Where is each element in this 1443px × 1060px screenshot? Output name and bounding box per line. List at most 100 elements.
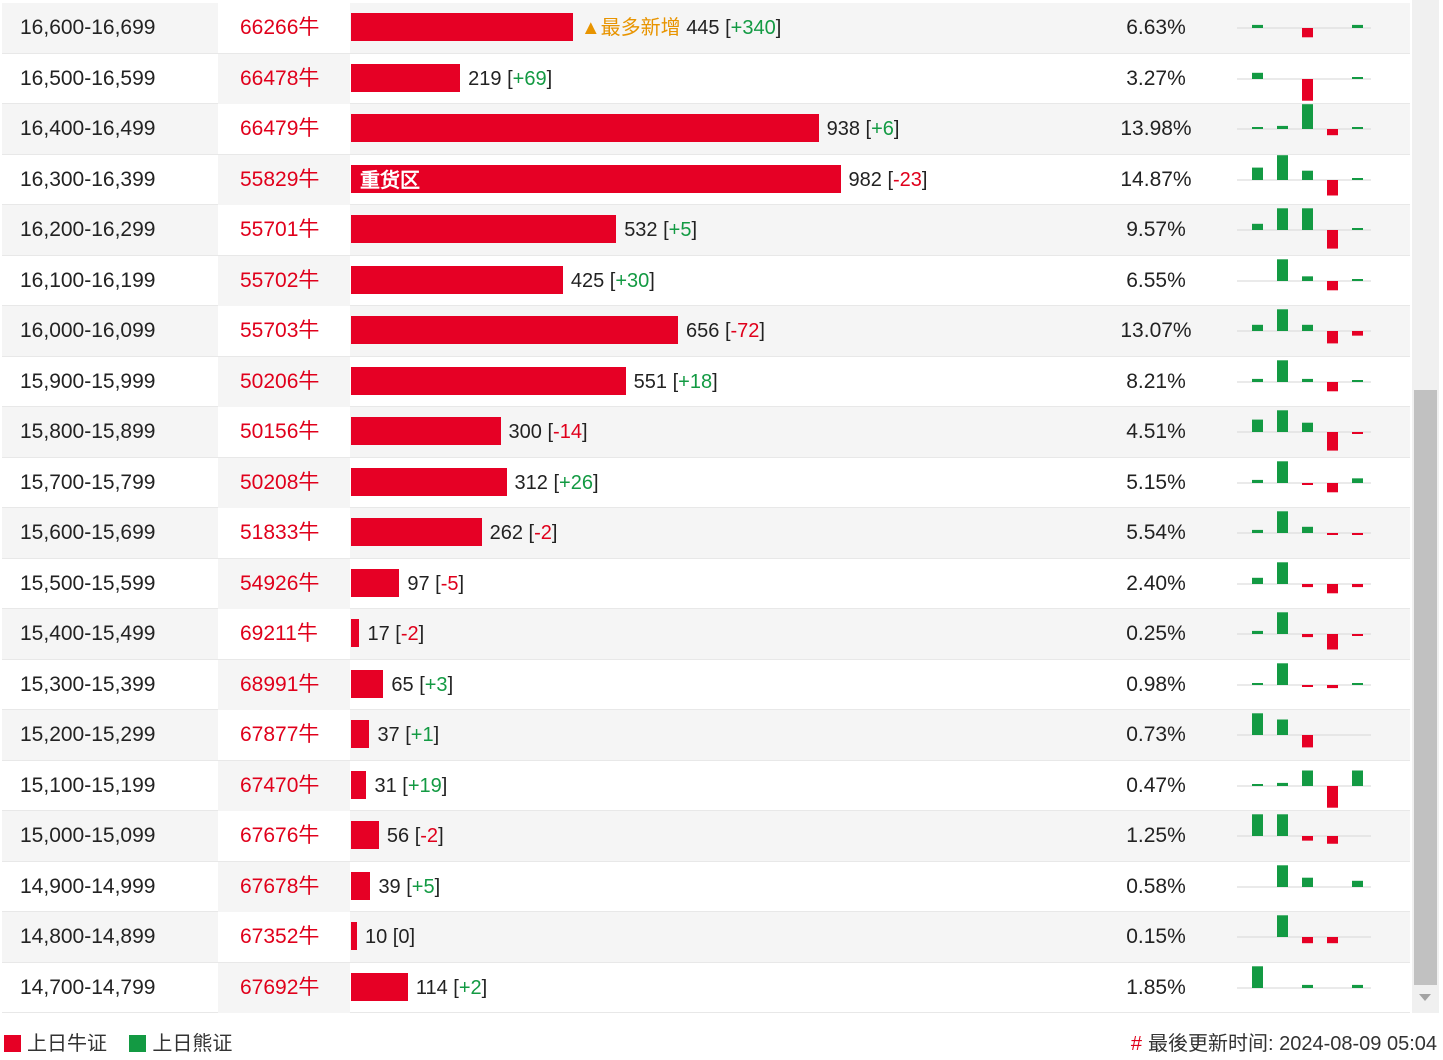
history-sparkline [1237,915,1371,944]
code-cell: 55701牛 [218,205,350,255]
cbbc-code-link[interactable]: 55701牛 [240,218,320,241]
legend-bull-label: 上日牛证 [27,1031,107,1055]
table-row: 15,700-15,799 50208牛 312 [+26] 5.15% [2,457,1410,508]
strike-range: 15,700-15,799 [20,470,156,494]
quantity-change: +3 [424,673,448,696]
sparkline-bar [1352,127,1363,129]
cbbc-code-link[interactable]: 50208牛 [240,470,320,494]
cbbc-code-link[interactable]: 69211牛 [240,622,318,645]
strike-range: 14,800-14,899 [20,925,156,948]
quantity-number: 17 [ [367,623,401,645]
quantity-bar [351,518,482,546]
quantity-bracket: ] [418,623,425,645]
sparkline-bar [1352,770,1363,786]
sparkline-bar [1302,684,1313,687]
bear-swatch [129,1035,147,1052]
code-cell: 50156牛 [218,407,350,457]
quantity-change: -2 [400,623,419,645]
sparkline-bar [1252,814,1263,836]
cbbc-code-link[interactable]: 55703牛 [240,319,320,342]
quantity-bracket: ] [592,471,599,494]
quantity-bar [351,13,573,41]
quantity-value: 938 [+6] [827,104,900,154]
quantity-value: ▲最多新增 445 [+340] [581,3,781,53]
sparkline-bar [1302,324,1313,331]
most-added-tag: ▲最多新增 [580,17,687,39]
quantity-number: 445 [ [686,17,731,39]
sparkline-bar [1277,915,1288,937]
code-cell: 55702牛 [218,255,350,306]
quantity-value: 39 [+5] [378,862,440,912]
quantity-change: -2 [420,825,439,847]
code-cell: 67352牛 [218,912,350,962]
sparkline-bar [1277,125,1288,129]
cbbc-code-link[interactable]: 67678牛 [240,874,320,898]
sparkline-bar [1252,529,1263,533]
cbbc-code-link[interactable]: 50206牛 [240,369,320,393]
cbbc-code-link[interactable]: 67352牛 [240,925,320,948]
cbbc-code-link[interactable]: 54926牛 [240,571,320,595]
sparkline-bar [1302,836,1313,841]
percentage: 2.40% [1126,571,1186,595]
quantity-value: 97 [-5] [407,559,464,609]
quantity-value: 656 [-72] [686,306,765,356]
strike-range: 16,300-16,399 [20,167,156,191]
history-sparkline [1237,864,1371,887]
cbbc-code-link[interactable]: 55702牛 [240,268,320,292]
cbbc-code-link[interactable]: 66478牛 [240,66,320,90]
cbbc-code-link[interactable]: 66479牛 [240,117,320,140]
table-row: 15,400-15,499 69211牛 17 [-2] 0.25% [2,609,1410,660]
quantity-number: 532 [ [624,219,669,241]
sparkline-bar [1352,984,1363,988]
table-row: 14,700-14,799 67692牛 114 [+2] 1.85% [2,962,1410,1013]
last-updated: # 最後更新时间: 2024-08-09 05:04 [1131,1027,1437,1056]
sparkline-bar [1327,432,1338,451]
cbbc-code-link[interactable]: 67877牛 [240,723,320,746]
cbbc-code-link[interactable]: 67676牛 [240,824,320,847]
quantity-bracket: ] [551,522,558,544]
sparkline-bar [1252,223,1263,230]
history-sparkline [1237,154,1371,195]
cbbc-code-link[interactable]: 50156牛 [240,420,320,443]
code-cell: 66479牛 [218,104,350,154]
sparkline-bar [1352,379,1363,382]
cbbc-code-link[interactable]: 68991牛 [240,672,320,696]
quantity-bracket: ] [546,67,553,90]
quantity-value: 10 [0] [365,912,415,962]
quantity-number: 656 [ [686,320,731,342]
code-cell: 55703牛 [218,306,350,356]
sparkline-bar [1302,378,1313,382]
sparkline-bar [1327,179,1338,195]
cbbc-code-link[interactable]: 66266牛 [240,16,320,39]
quantity-change: +30 [615,269,650,292]
strike-range: 15,900-15,999 [20,369,156,393]
quantity-change: +5 [668,219,692,241]
sparkline-bar [1252,419,1263,432]
strike-range: 15,600-15,699 [20,521,156,544]
cbbc-code-link[interactable]: 67470牛 [240,773,320,797]
sparkline-bar [1252,24,1263,28]
quantity-bracket: ] [581,421,588,443]
sparkline-bar [1277,511,1288,533]
sparkline-bar [1302,770,1313,786]
sparkline-bar [1277,719,1288,735]
cbbc-code-link[interactable]: 51833牛 [240,521,320,544]
cbbc-code-link[interactable]: 67692牛 [240,975,320,999]
quantity-value: 532 [+5] [624,205,697,255]
code-cell: 50208牛 [218,457,350,508]
scrollbar-thumb[interactable] [1414,390,1437,985]
quantity-value: 17 [-2] [367,609,424,659]
quantity-change: +6 [871,118,894,140]
table-row: 15,600-15,699 51833牛 262 [-2] 5.54% [2,508,1410,559]
cbbc-code-link[interactable]: 55829牛 [240,167,320,191]
percentage: 0.25% [1126,622,1186,645]
code-cell: 68991牛 [218,659,350,710]
strike-range: 14,900-14,999 [20,874,156,898]
history-sparkline [1237,258,1371,290]
scroll-down-arrow-icon[interactable] [1419,994,1431,1001]
quantity-change: +2 [458,976,482,999]
code-cell: 67470牛 [218,760,350,811]
quantity-bar [351,164,841,193]
quantity-number: 56 [ [386,825,421,847]
vertical-scrollbar[interactable] [1412,0,1439,1013]
